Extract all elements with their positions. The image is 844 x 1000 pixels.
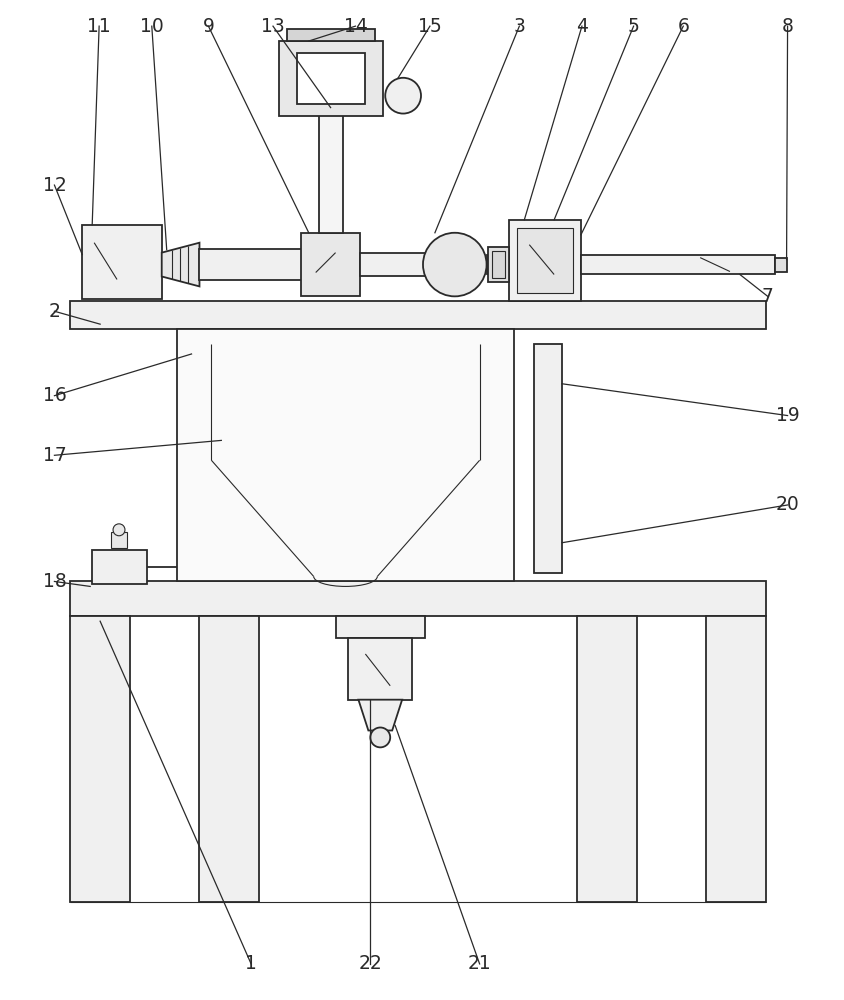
Text: 2: 2: [48, 302, 61, 321]
Bar: [199, 249, 311, 280]
Text: 4: 4: [576, 17, 588, 36]
Bar: [510, 220, 581, 301]
Bar: [349, 638, 412, 700]
Bar: [360, 253, 430, 276]
Bar: [300, 233, 360, 296]
Text: 21: 21: [468, 954, 491, 973]
Text: 14: 14: [344, 17, 367, 36]
Polygon shape: [162, 243, 199, 286]
Text: 7: 7: [762, 287, 774, 306]
Polygon shape: [359, 700, 402, 730]
Bar: [279, 41, 383, 116]
Bar: [319, 108, 343, 233]
Text: 13: 13: [261, 17, 285, 36]
Bar: [92, 550, 147, 584]
Text: 12: 12: [42, 176, 67, 195]
Bar: [70, 616, 130, 902]
Text: 1: 1: [246, 954, 257, 973]
Text: 5: 5: [628, 17, 640, 36]
Circle shape: [423, 233, 487, 296]
Bar: [199, 616, 259, 902]
Bar: [534, 344, 562, 573]
Bar: [287, 29, 376, 41]
Text: 6: 6: [678, 17, 690, 36]
Bar: [82, 225, 162, 299]
Circle shape: [385, 78, 421, 114]
Circle shape: [113, 524, 125, 536]
Bar: [487, 255, 510, 274]
Text: 17: 17: [42, 446, 67, 465]
Text: 20: 20: [776, 495, 799, 514]
Text: 9: 9: [203, 17, 214, 36]
Bar: [70, 581, 766, 616]
Text: 15: 15: [418, 17, 441, 36]
Bar: [491, 251, 506, 278]
Text: 16: 16: [42, 386, 67, 405]
Bar: [581, 255, 775, 274]
Bar: [111, 532, 127, 548]
Text: 8: 8: [782, 17, 793, 36]
Text: 22: 22: [359, 954, 382, 973]
Bar: [70, 301, 766, 329]
Bar: [176, 329, 514, 581]
Text: 10: 10: [140, 17, 164, 36]
Text: 3: 3: [513, 17, 525, 36]
Bar: [336, 616, 425, 638]
Bar: [297, 53, 365, 104]
Bar: [488, 247, 510, 282]
Bar: [517, 228, 573, 293]
Bar: [577, 616, 636, 902]
Bar: [706, 616, 766, 902]
Text: 18: 18: [42, 572, 67, 591]
Bar: [775, 258, 787, 272]
Text: 19: 19: [776, 406, 799, 425]
Text: 11: 11: [87, 17, 111, 36]
Circle shape: [371, 727, 390, 747]
